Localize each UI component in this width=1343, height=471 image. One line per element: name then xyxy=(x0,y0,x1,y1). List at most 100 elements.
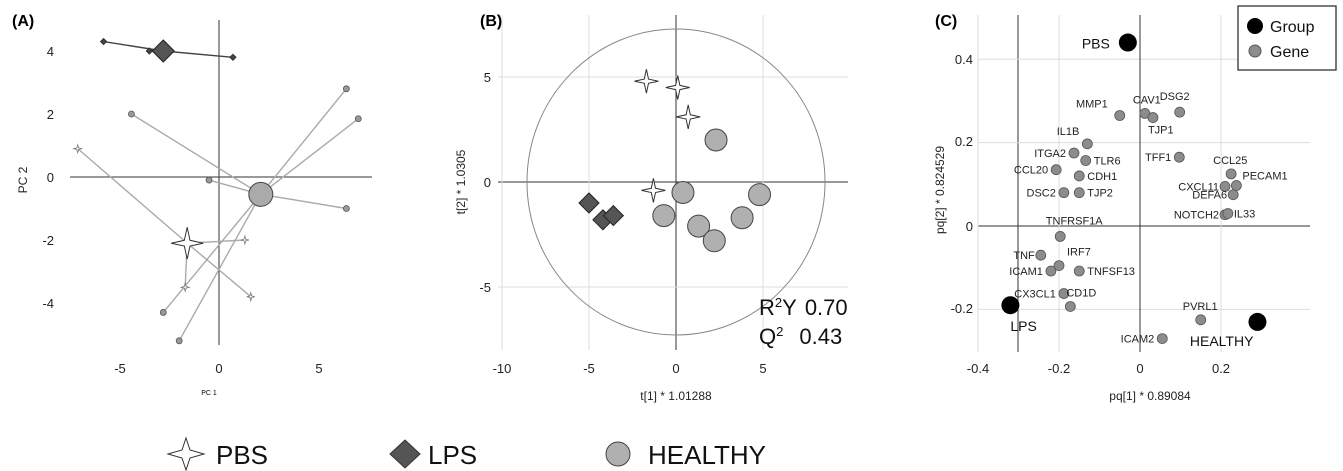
gene-label: CDH1 xyxy=(1087,171,1117,183)
panel-a-ytick: 4 xyxy=(47,44,54,59)
healthy-sample-point xyxy=(342,85,350,93)
gene-label: ICAM2 xyxy=(1121,334,1155,346)
panel-a-xtick: 0 xyxy=(215,361,222,376)
group-point xyxy=(1248,312,1267,331)
spoke-line xyxy=(260,193,347,210)
gene-label: DSC2 xyxy=(1027,188,1056,200)
gene-point xyxy=(1050,164,1062,176)
panel-c-plot: -0.4 -0.2 0 0.2 0.4 0.2 0 -0.2 pq[1] * 0… xyxy=(933,5,1337,403)
panel-b-xtick: -5 xyxy=(583,361,595,376)
healthy-score-point xyxy=(748,183,772,207)
lps-sample-point xyxy=(229,53,237,62)
spoke-line xyxy=(178,193,262,342)
panel-c-ytick: -0.2 xyxy=(951,301,973,316)
panel-b-grid xyxy=(498,15,848,350)
gene-point xyxy=(1227,189,1239,201)
legend-lps-label: LPS xyxy=(428,440,477,470)
gene-label: ICAM1 xyxy=(1009,266,1043,278)
healthy-score-point xyxy=(652,204,676,228)
gene-point xyxy=(1230,180,1242,191)
healthy-score-point xyxy=(702,229,726,253)
pbs-score-point xyxy=(676,104,701,130)
healthy-sample-point xyxy=(175,337,183,345)
panel-a-ytick: -4 xyxy=(42,296,54,311)
gene-point xyxy=(1053,260,1065,272)
lps-score-point xyxy=(578,192,600,214)
gene-point xyxy=(1174,106,1186,118)
healthy-sample-point xyxy=(159,309,167,316)
panel-a-ytick: 0 xyxy=(47,170,54,185)
pbs-sample-point xyxy=(72,143,84,155)
panel-c-legend-gene-label: Gene xyxy=(1270,44,1309,61)
panel-b-hotelling-ellipse xyxy=(526,28,826,336)
gene-label: TJP2 xyxy=(1087,188,1113,200)
panel-c-legend-group-marker xyxy=(1247,18,1263,34)
gene-point xyxy=(1068,147,1080,159)
panel-b-r2y: R2Y 0.70 xyxy=(759,295,848,320)
group-point xyxy=(1118,33,1137,52)
gene-point xyxy=(1156,333,1168,344)
panel-c-xtick: 0.2 xyxy=(1212,361,1230,376)
gene-label: CX3CL1 xyxy=(1014,289,1056,301)
spoke-line xyxy=(260,118,359,195)
panel-a-ylabel: PC 2 xyxy=(16,166,30,193)
gene-point xyxy=(1073,265,1085,277)
panel-b-xlabel: t[1] * 1.01288 xyxy=(640,389,712,403)
panel-c-legend-group-label: Group xyxy=(1270,19,1315,36)
panel-b-ytick: 5 xyxy=(484,70,491,85)
healthy-sample-point xyxy=(205,176,213,184)
gene-label: IRF7 xyxy=(1067,247,1091,259)
gene-label: DEFA6 xyxy=(1192,190,1227,202)
spoke-line xyxy=(77,148,188,244)
spoke-line xyxy=(260,88,347,195)
gene-label: PECAM1 xyxy=(1242,171,1287,183)
gene-point xyxy=(1147,112,1159,123)
panel-c-ytick: 0 xyxy=(966,219,973,234)
gene-point xyxy=(1225,168,1237,180)
gene-label: DSG2 xyxy=(1160,91,1190,103)
lps-sample-point xyxy=(145,47,154,55)
spoke-line xyxy=(162,193,262,313)
panel-b-xtick: 5 xyxy=(759,361,766,376)
gene-point xyxy=(1081,138,1093,150)
group-label: LPS xyxy=(1010,318,1036,334)
gene-point xyxy=(1219,180,1231,192)
healthy-sample-point xyxy=(354,115,362,123)
panel-a-spokes xyxy=(77,40,359,342)
gene-label: TFF1 xyxy=(1145,152,1171,164)
gene-label: TNF xyxy=(1013,250,1035,262)
gene-label: CCL20 xyxy=(1014,165,1048,177)
gene-point xyxy=(1054,231,1066,242)
pbs-score-point xyxy=(641,178,666,203)
panel-b-q2: Q2 0.43 xyxy=(759,324,842,349)
panel-c-xtick: -0.2 xyxy=(1048,361,1070,376)
gene-label: CCL25 xyxy=(1213,155,1247,167)
gene-point xyxy=(1058,187,1070,199)
panel-b-ytick: -5 xyxy=(479,280,491,295)
healthy-score-point xyxy=(671,181,695,204)
panel-a-marks xyxy=(72,37,362,345)
panel-a-ytick: 2 xyxy=(47,107,54,122)
gene-point xyxy=(1222,208,1234,219)
panel-a-label: (A) xyxy=(12,13,34,30)
panel-c-label: (C) xyxy=(935,13,957,30)
panel-b-label: (B) xyxy=(480,13,502,30)
gene-label: IL33 xyxy=(1234,208,1255,220)
gene-point xyxy=(1064,301,1076,312)
pbs-centroid xyxy=(171,227,204,260)
lps-centroid xyxy=(151,39,175,63)
legend-pbs-star-icon xyxy=(166,436,206,471)
gene-label: PVRL1 xyxy=(1183,301,1218,313)
panel-b-ylabel: t[2] * 1.0305 xyxy=(454,149,468,214)
pbs-score-point xyxy=(665,75,690,100)
gene-label: CXCL11 xyxy=(1178,181,1219,193)
healthy-sample-point xyxy=(128,110,135,118)
panel-c-ytick: 0.4 xyxy=(955,52,973,67)
gene-label: NOTCH2 xyxy=(1174,210,1219,222)
panel-a-xtick: -5 xyxy=(114,361,126,376)
spoke-line xyxy=(163,50,233,58)
gene-point xyxy=(1045,265,1057,277)
gene-label: TLR6 xyxy=(1094,156,1121,168)
legend-lps-diamond-icon xyxy=(389,439,421,469)
panel-c-xlabel: pq[1] * 0.89084 xyxy=(1109,389,1191,403)
